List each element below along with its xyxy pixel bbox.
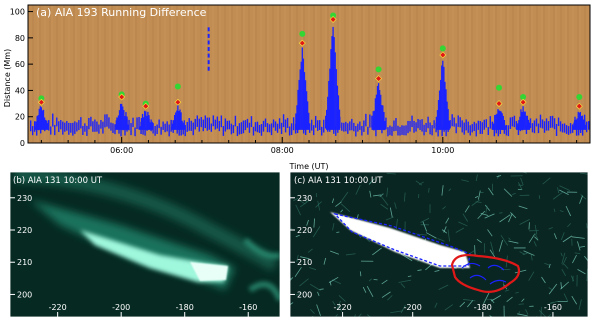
image-y-tick-label: 200 [17, 290, 32, 299]
green-peak-marker [440, 45, 446, 51]
image-y-tick-label: 230 [297, 194, 312, 203]
texture-speckle [499, 213, 502, 214]
image-y-tick-label: 220 [297, 226, 312, 235]
texture-speckle [319, 289, 323, 290]
texture-speckle [336, 232, 339, 233]
image-y-tick-label: 220 [17, 226, 32, 235]
panel-c-image [290, 172, 588, 317]
image-x-tick-label: -180 [474, 303, 492, 312]
texture-speckle [360, 271, 361, 276]
panel-c-label: (c) AIA 131 10:00 UT [294, 176, 383, 186]
image-x-tick-label: -200 [112, 303, 130, 312]
texture-speckle [587, 269, 588, 281]
image-y-tick-label: 230 [17, 194, 32, 203]
texture-speckle [282, 278, 291, 285]
y-tick-label: 80 [15, 34, 25, 43]
image-x-tick-label: -200 [404, 303, 422, 312]
image-x-tick-label: -160 [239, 303, 257, 312]
image-y-tick-label: 210 [297, 258, 312, 267]
image-x-tick-label: -180 [176, 303, 194, 312]
panel-b [10, 172, 280, 317]
texture-speckle [539, 195, 540, 199]
panel-a: 0 20 40 60 80 100 06:00 08:00 10:00 (a) AIA 193 … [3, 5, 590, 171]
x-tick-label: 06:00 [110, 146, 133, 155]
y-tick-label: 100 [10, 8, 25, 17]
x-axis-label: Time (UT) [288, 162, 328, 171]
image-x-tick-label: -220 [334, 303, 352, 312]
y-axis-label: Distance (Mm) [3, 49, 12, 107]
image-y-tick-label: 210 [17, 258, 32, 267]
y-tick-label: 60 [15, 60, 25, 69]
y-tick-label: 0 [20, 139, 25, 148]
green-peak-marker [576, 94, 582, 100]
y-tick-label: 40 [15, 86, 25, 95]
green-peak-marker [376, 66, 382, 72]
texture-speckle [541, 307, 542, 318]
green-peak-marker [175, 83, 181, 89]
x-tick-label: 08:00 [271, 146, 294, 155]
image-x-tick-label: -160 [544, 303, 562, 312]
panel-b-label: (b) AIA 131 10:00 UT [13, 176, 103, 186]
texture-speckle [587, 223, 588, 228]
image-x-tick-label: -220 [49, 303, 67, 312]
green-peak-marker [299, 31, 305, 37]
panel-a-label: (a) AIA 193 Running Difference [36, 6, 207, 19]
panel-c [282, 172, 592, 320]
image-y-tick-label: 200 [297, 290, 312, 299]
x-tick-label: 10:00 [431, 146, 454, 155]
green-peak-marker [496, 85, 502, 91]
y-tick-label: 20 [15, 113, 25, 122]
